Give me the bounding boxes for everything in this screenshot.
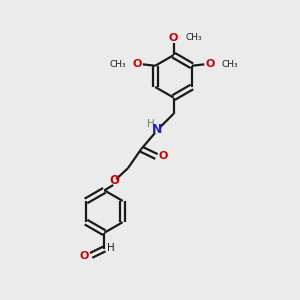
Text: CH₃: CH₃ (109, 60, 126, 69)
Text: O: O (169, 32, 178, 43)
Text: O: O (80, 251, 89, 261)
Text: O: O (158, 152, 168, 161)
Text: CH₃: CH₃ (186, 33, 202, 42)
Text: O: O (110, 174, 120, 187)
Text: CH₃: CH₃ (221, 60, 238, 69)
Text: O: O (206, 59, 215, 69)
Text: N: N (152, 124, 163, 136)
Text: H: H (107, 243, 115, 253)
Text: H: H (147, 119, 155, 129)
Text: O: O (132, 59, 142, 69)
